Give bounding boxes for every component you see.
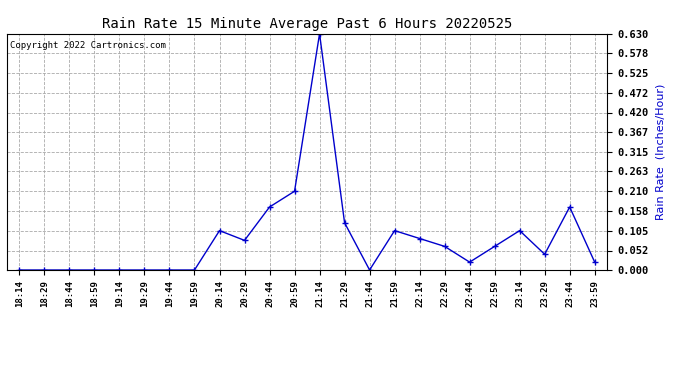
- Y-axis label: Rain Rate  (Inches/Hour): Rain Rate (Inches/Hour): [655, 84, 665, 220]
- Title: Rain Rate 15 Minute Average Past 6 Hours 20220525: Rain Rate 15 Minute Average Past 6 Hours…: [102, 17, 512, 31]
- Text: Copyright 2022 Cartronics.com: Copyright 2022 Cartronics.com: [10, 41, 166, 50]
